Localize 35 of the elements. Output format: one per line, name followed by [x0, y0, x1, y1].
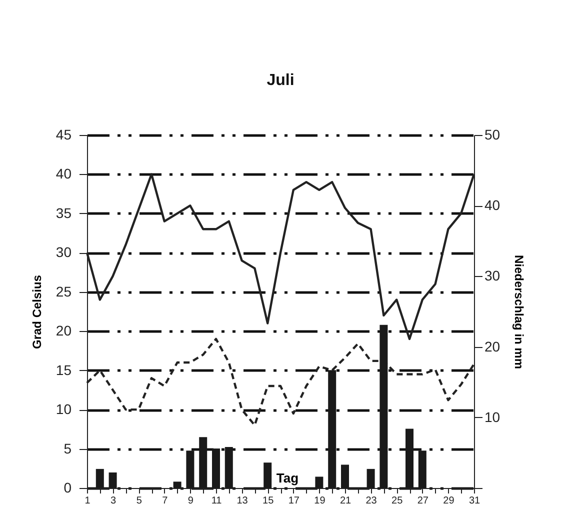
x-tick-label: 27 [417, 496, 429, 506]
x-tick-label: 29 [443, 496, 455, 506]
x-tick-label: 11 [211, 496, 222, 506]
y-tick-label: 40 [56, 166, 72, 182]
chart-title: Juli [266, 72, 294, 89]
y-axis-title: Grad Celsius [30, 274, 44, 350]
y-tick-label: 30 [56, 244, 72, 260]
y-tick-label: 5 [64, 440, 72, 456]
y-tick-label: 15 [56, 362, 72, 378]
x-tick-label: 17 [288, 496, 300, 506]
y2-tick-label: 10 [484, 408, 500, 425]
y2-axis-title: Niederschlag in mm [512, 254, 526, 370]
x-tick-label: 19 [314, 496, 326, 506]
x-tick-label: 5 [136, 496, 142, 506]
x-tick-label: 15 [262, 496, 274, 506]
x-tick-label: 3 [110, 496, 117, 506]
x-tick-label: 1 [84, 496, 91, 506]
x-tick-label: 31 [468, 496, 480, 506]
y-tick-label: 10 [56, 401, 72, 418]
y-tick-label: 0 [64, 480, 72, 496]
y2-tick-label: 30 [484, 268, 500, 284]
y-tick-label: 25 [56, 283, 72, 300]
y2-tick-label: 20 [484, 338, 500, 354]
x-axis-title: Tag [276, 470, 299, 486]
y-tick-label: 35 [56, 204, 72, 221]
x-tick-label: 21 [340, 496, 352, 506]
x-tick-label: 9 [188, 496, 194, 506]
x-tick-label: 13 [236, 496, 248, 506]
y2-tick-label: 50 [484, 126, 500, 142]
x-tick-label: 7 [162, 496, 168, 506]
y-tick-label: 20 [56, 322, 72, 339]
x-tick-label: 23 [366, 496, 378, 506]
y2-tick-label: 40 [484, 197, 500, 214]
x-tick-label: 25 [392, 496, 404, 506]
y-tick-label: 45 [56, 126, 72, 142]
